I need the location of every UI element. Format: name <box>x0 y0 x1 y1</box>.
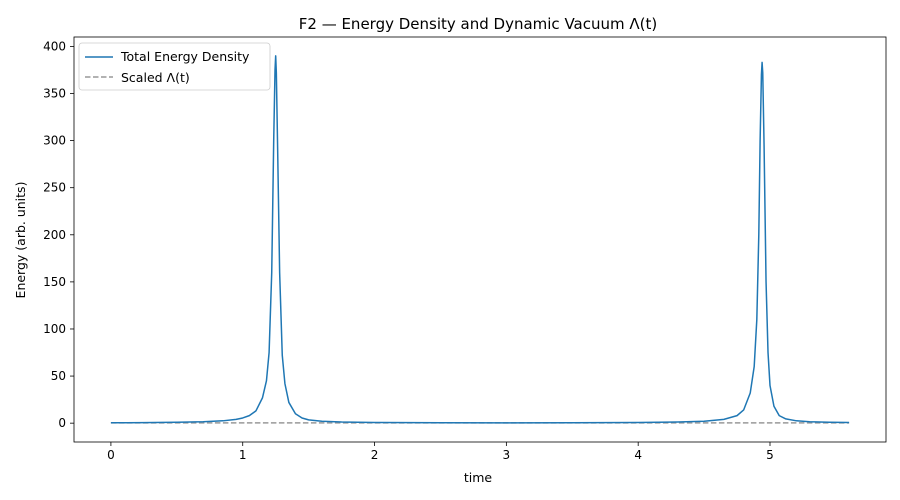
y-tick-label: 300 <box>43 134 66 148</box>
y-tick-label: 200 <box>43 228 66 242</box>
x-tick-label: 1 <box>239 448 247 462</box>
legend-label-energy: Total Energy Density <box>120 49 250 64</box>
y-tick-label: 150 <box>43 275 66 289</box>
y-tick-label: 50 <box>51 369 66 383</box>
chart-title: F2 — Energy Density and Dynamic Vacuum Λ… <box>299 15 657 33</box>
y-tick-label: 350 <box>43 87 66 101</box>
legend-box <box>78 42 271 91</box>
y-tick-label: 0 <box>58 416 66 430</box>
series-line-energy-density <box>110 55 850 424</box>
x-tick-label: 5 <box>766 448 774 462</box>
x-tick-label: 4 <box>634 448 642 462</box>
x-tick-label: 0 <box>107 448 115 462</box>
legend-label-lambda: Scaled Λ(t) <box>121 70 190 85</box>
series-layer <box>110 55 850 424</box>
x-axis-label: time <box>464 470 493 485</box>
y-axis-label: Energy (arb. units) <box>13 182 28 299</box>
y-tick-label: 400 <box>43 39 66 53</box>
y-tick-label: 100 <box>43 322 66 336</box>
x-tick-label: 2 <box>371 448 379 462</box>
x-tick-label: 3 <box>503 448 511 462</box>
plot-area <box>73 36 887 443</box>
y-tick-label: 250 <box>43 181 66 195</box>
legend: Total Energy Density Scaled Λ(t) <box>78 42 271 91</box>
